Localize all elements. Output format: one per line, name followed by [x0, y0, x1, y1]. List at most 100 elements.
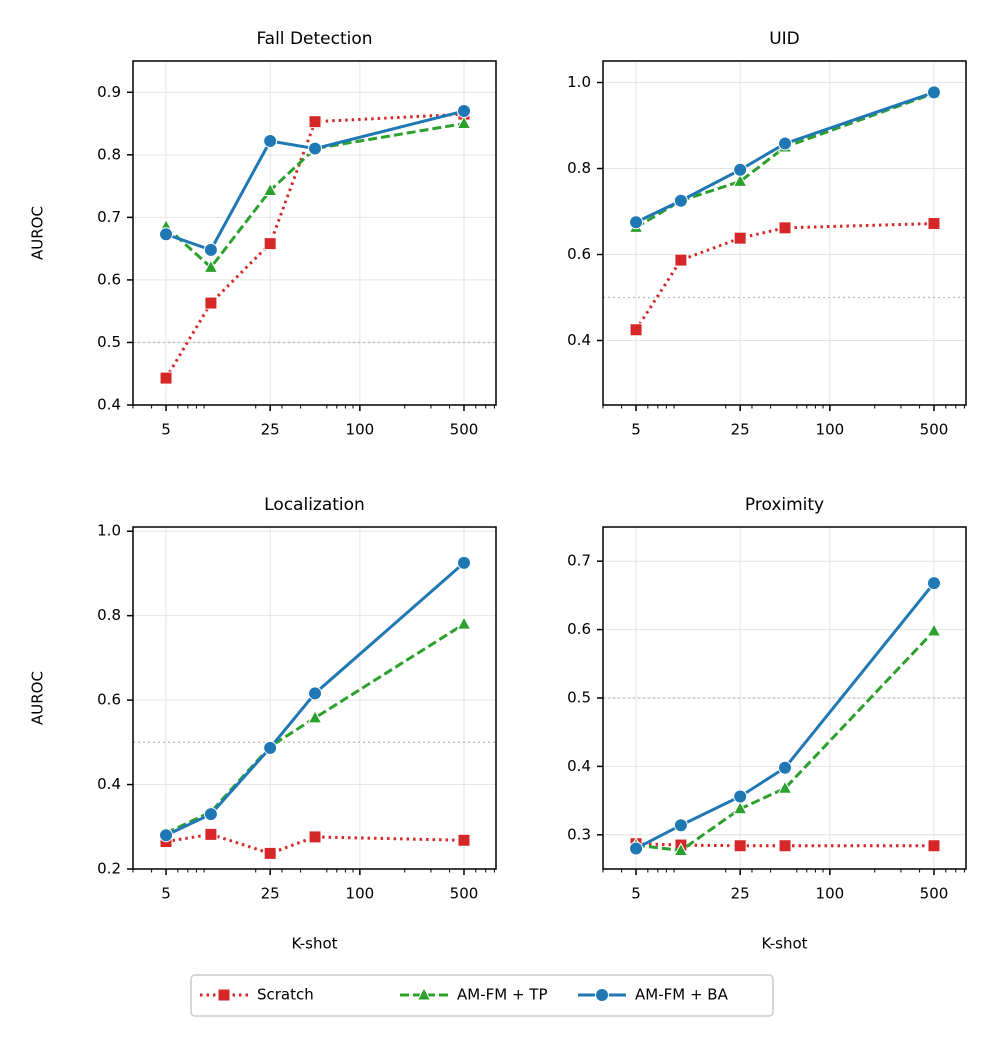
marker — [673, 193, 688, 208]
x-tick-label: 500 — [920, 421, 949, 439]
marker — [629, 841, 644, 856]
marker — [263, 740, 278, 755]
y-axis-label: AUROC — [29, 671, 47, 725]
series-line — [635, 629, 936, 853]
panel-title: UID — [769, 29, 800, 49]
marker — [308, 686, 323, 701]
legend-label: Scratch — [257, 986, 314, 1004]
marker — [732, 173, 748, 187]
y-tick-label: 0.6 — [567, 620, 591, 638]
marker — [456, 616, 472, 630]
x-tick-label: 5 — [161, 421, 171, 439]
axes-frame — [132, 60, 497, 406]
marker — [203, 242, 218, 257]
marker — [159, 828, 174, 843]
marker — [629, 215, 644, 230]
marker — [732, 800, 748, 815]
marker — [263, 134, 278, 149]
x-tick-label: 5 — [161, 885, 171, 903]
marker — [673, 818, 688, 833]
series-line — [165, 622, 465, 835]
y-tick-label: 0.7 — [567, 552, 591, 570]
marker — [778, 221, 792, 235]
panel-title: Proximity — [745, 495, 824, 515]
marker — [456, 555, 471, 570]
panel-title: Fall Detection — [256, 29, 372, 49]
marker — [733, 789, 748, 804]
x-tick-label: 5 — [631, 421, 641, 439]
marker — [926, 85, 941, 100]
x-tick-label: 25 — [731, 885, 750, 903]
marker — [203, 259, 219, 273]
marker — [778, 136, 793, 151]
marker — [777, 780, 793, 794]
marker — [203, 807, 218, 822]
x-tick-label: 100 — [346, 885, 375, 903]
series-line — [635, 582, 936, 850]
marker — [204, 827, 218, 841]
x-tick-label: 500 — [450, 421, 479, 439]
x-tick-label: 25 — [261, 885, 280, 903]
legend-marker — [217, 988, 231, 1002]
marker — [307, 709, 323, 724]
y-tick-label: 0.4 — [97, 775, 121, 793]
y-tick-label: 0.8 — [567, 159, 591, 177]
marker — [926, 576, 941, 591]
y-tick-label: 0.6 — [97, 691, 121, 709]
y-tick-label: 1.0 — [567, 73, 591, 91]
marker — [159, 371, 173, 385]
y-axis-label: AUROC — [29, 206, 47, 260]
marker — [456, 115, 472, 130]
y-tick-label: 0.4 — [567, 331, 591, 349]
x-axis-label: K-shot — [291, 935, 337, 953]
legend-label: AM-FM + TP — [457, 986, 548, 1004]
panel-title: Localization — [264, 495, 365, 515]
y-tick-label: 1.0 — [97, 522, 121, 540]
y-tick-label: 0.8 — [97, 606, 121, 624]
y-tick-label: 0.9 — [97, 83, 121, 101]
marker — [457, 833, 471, 847]
series-line — [165, 109, 465, 252]
marker — [263, 237, 277, 251]
marker — [308, 141, 323, 156]
y-tick-label: 0.4 — [97, 396, 121, 414]
x-tick-label: 25 — [731, 421, 750, 439]
legend-marker — [595, 988, 609, 1002]
y-tick-label: 0.6 — [97, 270, 121, 288]
marker — [673, 842, 689, 857]
marker — [733, 231, 747, 245]
marker — [308, 115, 322, 129]
axes-frame — [602, 60, 967, 406]
legend-label: AM-FM + BA — [635, 986, 729, 1004]
marker — [159, 227, 174, 242]
y-tick-label: 0.2 — [97, 860, 121, 878]
marker — [204, 296, 218, 310]
marker — [308, 830, 322, 844]
legend-box — [190, 974, 774, 1017]
marker — [674, 253, 688, 267]
x-tick-label: 100 — [816, 421, 845, 439]
marker — [262, 182, 278, 196]
marker — [456, 104, 471, 119]
axes-frame — [602, 526, 967, 870]
marker — [629, 323, 643, 337]
y-tick-label: 0.5 — [97, 333, 121, 351]
x-tick-label: 100 — [346, 421, 375, 439]
marker — [733, 839, 747, 853]
marker — [927, 217, 941, 231]
x-tick-label: 500 — [450, 885, 479, 903]
marker — [733, 162, 748, 177]
x-tick-label: 500 — [920, 885, 949, 903]
series-line — [635, 91, 935, 229]
x-tick-label: 5 — [631, 885, 641, 903]
marker — [778, 839, 792, 853]
marker — [926, 622, 942, 637]
y-tick-label: 0.7 — [97, 208, 121, 226]
axes-frame — [132, 526, 497, 870]
marker — [263, 846, 277, 860]
x-tick-label: 100 — [816, 885, 845, 903]
y-tick-label: 0.5 — [567, 689, 591, 707]
y-tick-label: 0.6 — [567, 245, 591, 263]
x-tick-label: 25 — [261, 421, 280, 439]
